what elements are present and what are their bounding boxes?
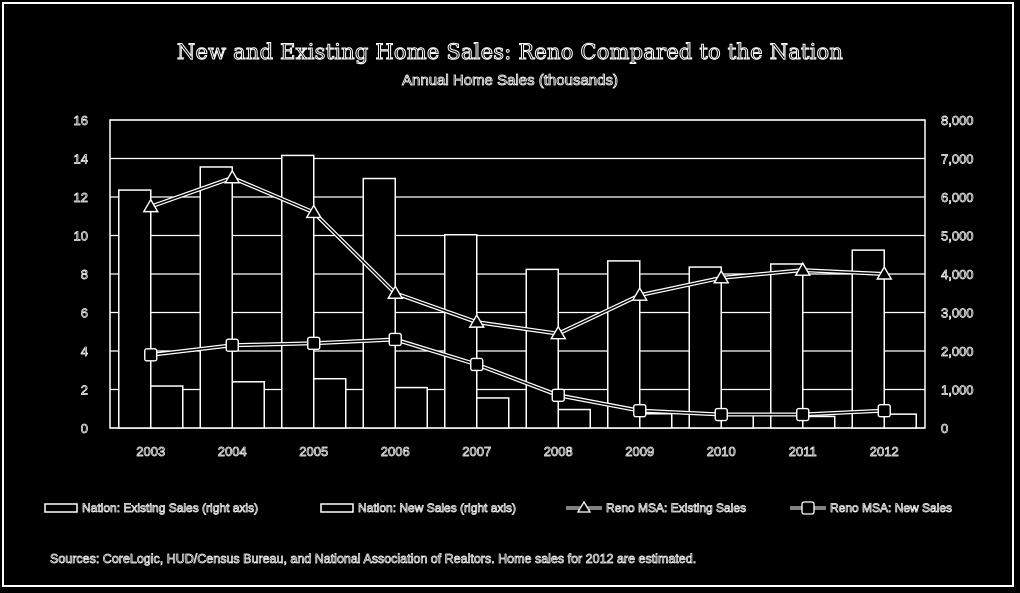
x-axis-tick-label: 2009 (625, 444, 654, 459)
point-reno-existing (305, 204, 322, 219)
x-axis-tick-label: 2010 (707, 444, 736, 459)
point-reno-new (551, 388, 565, 402)
point-reno-new (388, 332, 402, 347)
legend-label: Reno MSA: Existing Sales (606, 501, 747, 516)
point-reno-existing (468, 313, 485, 328)
left-axis-tick-label: 8 (81, 267, 88, 282)
point-reno-new (470, 357, 484, 372)
left-axis-tick-label: 12 (74, 190, 88, 205)
point-reno-new (225, 338, 239, 352)
right-axis-tick-label: 5,000 (941, 229, 974, 244)
bar-nation-existing (770, 263, 804, 429)
right-axis-tick-label: 1,000 (941, 383, 974, 398)
bar-nation-existing (851, 249, 885, 429)
bar-nation-new (883, 413, 917, 429)
legend-item-reno-new: Reno MSA: New Sales (790, 501, 952, 515)
left-axis-tick-label: 6 (81, 306, 88, 321)
left-axis-tick-label: 10 (74, 229, 88, 244)
bar-nation-new (313, 377, 347, 429)
bar-nation-new (231, 381, 265, 429)
legend-swatch-nation-existing (44, 503, 78, 513)
bar-nation-new (476, 397, 510, 429)
point-reno-existing (142, 198, 159, 213)
x-axis-tick-label: 2004 (218, 444, 247, 459)
left-axis-tick-label: 4 (81, 344, 88, 359)
bar-nation-existing (118, 189, 152, 429)
x-axis-tick-label: 2012 (870, 444, 899, 459)
chart-legend: Nation: Existing Sales (right axis) Nati… (44, 501, 1004, 521)
legend-swatch-reno-new (790, 501, 826, 515)
bar-nation-existing (607, 260, 641, 429)
bar-nation-new (394, 386, 428, 429)
point-reno-new (796, 407, 810, 422)
bar-nation-existing (688, 266, 722, 429)
line-reno-new (150, 338, 885, 416)
left-axis-tick-label: 16 (74, 113, 88, 128)
bar-nation-existing (444, 233, 478, 429)
bar-nation-existing (362, 177, 396, 429)
bar-nation-existing (525, 268, 559, 429)
right-axis-tick-label: 3,000 (941, 306, 974, 321)
right-axis-tick-label: 4,000 (941, 267, 974, 282)
legend-label: Nation: Existing Sales (right axis) (82, 501, 259, 516)
point-reno-existing (550, 325, 567, 340)
point-reno-existing (387, 284, 404, 299)
plot-border (109, 119, 926, 429)
legend-swatch-reno-existing (566, 501, 602, 513)
x-axis-tick-label: 2006 (381, 444, 410, 459)
x-axis-tick-label: 2003 (136, 444, 165, 459)
bar-nation-new (557, 408, 591, 429)
bar-nation-existing (281, 154, 315, 429)
chart-subtitle: Annual Home Sales (thousands) (402, 72, 619, 90)
point-reno-existing (713, 269, 730, 284)
point-reno-new (144, 348, 158, 362)
line-reno-existing (150, 176, 885, 335)
point-reno-new (877, 403, 891, 418)
source-note: Sources: CoreLogic, HUD/Census Bureau, a… (50, 552, 697, 567)
bar-nation-new (802, 415, 836, 429)
x-axis-tick-label: 2007 (462, 444, 491, 459)
right-axis-tick-label: 7,000 (941, 152, 974, 167)
legend-item-nation-existing: Nation: Existing Sales (right axis) (44, 501, 258, 515)
legend-label: Reno MSA: New Sales (830, 501, 953, 516)
point-reno-existing (876, 265, 893, 280)
x-axis-tick-label: 2008 (544, 444, 573, 459)
legend-item-nation-new: Nation: New Sales (right axis) (320, 501, 516, 515)
right-axis-tick-label: 6,000 (941, 190, 974, 205)
point-reno-new (633, 403, 647, 418)
chart-frame (2, 2, 1014, 587)
point-reno-existing (794, 261, 811, 276)
right-axis-tick-label: 0 (941, 421, 948, 436)
x-axis-tick-label: 2005 (299, 444, 328, 459)
left-axis-tick-label: 0 (81, 421, 88, 436)
legend-label: Nation: New Sales (right axis) (358, 501, 517, 516)
bar-nation-new (639, 413, 673, 429)
right-axis-tick-label: 8,000 (941, 113, 974, 128)
point-reno-existing (224, 169, 241, 184)
point-reno-new (307, 336, 321, 350)
bar-nation-existing (199, 166, 233, 429)
point-reno-existing (631, 286, 648, 301)
right-axis-tick-label: 2,000 (941, 344, 974, 359)
x-axis-tick-label: 2011 (789, 444, 817, 459)
chart-title: New and Existing Home Sales: Reno Compar… (176, 40, 844, 65)
left-axis-tick-label: 14 (74, 152, 88, 167)
bar-nation-new (150, 385, 184, 429)
legend-item-reno-existing: Reno MSA: Existing Sales (566, 501, 746, 515)
legend-swatch-nation-new (320, 503, 354, 513)
point-reno-new (714, 407, 728, 422)
left-axis-tick-label: 2 (81, 383, 88, 398)
